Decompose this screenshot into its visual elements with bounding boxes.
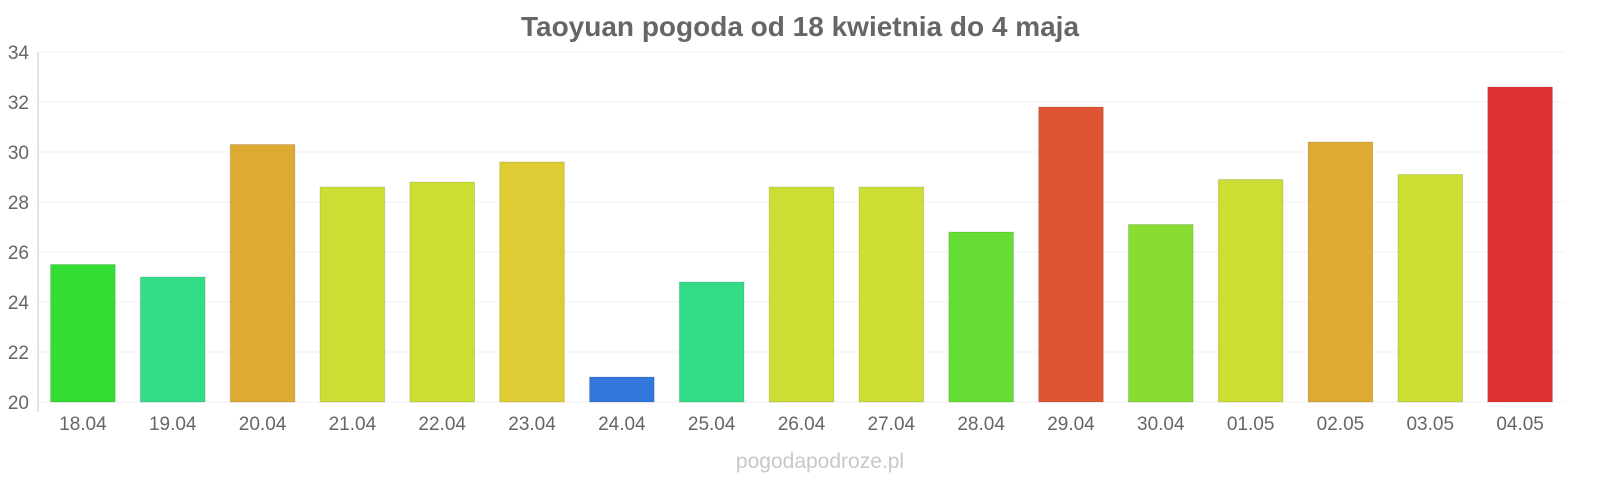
y-tick-label: 24 — [8, 293, 30, 314]
bar — [1127, 224, 1194, 403]
x-tick-label: 21.04 — [329, 414, 377, 435]
bar — [678, 281, 745, 403]
bar — [948, 231, 1014, 403]
bar — [589, 376, 655, 403]
x-tick-label: 23.04 — [508, 414, 556, 435]
x-tick-label: 01.05 — [1227, 414, 1275, 435]
x-tick-label: 25.04 — [688, 414, 736, 435]
y-tick-label: 20 — [8, 393, 29, 414]
y-tick-label: 34 — [8, 43, 30, 64]
x-tick-label: 26.04 — [778, 414, 826, 435]
x-tick-label: 19.04 — [149, 414, 197, 435]
y-tick-label: 26 — [8, 243, 29, 264]
bar — [139, 276, 206, 403]
bar — [1487, 86, 1553, 403]
bar — [858, 186, 925, 403]
y-tick-label: 32 — [8, 93, 29, 114]
bar — [768, 186, 835, 403]
x-tick-label: 24.04 — [598, 414, 646, 435]
x-tick-label: 27.04 — [868, 414, 916, 435]
bar — [319, 186, 386, 403]
x-tick-label: 18.04 — [59, 414, 107, 435]
y-tick-label: 28 — [8, 193, 29, 214]
y-tick-label: 30 — [8, 143, 29, 164]
x-tick-label: 29.04 — [1047, 414, 1095, 435]
bar — [229, 144, 296, 403]
y-tick-label: 22 — [8, 343, 29, 364]
bar — [409, 181, 476, 403]
bars — [50, 86, 1553, 403]
x-tick-label: 20.04 — [239, 414, 287, 435]
chart-title: Taoyuan pogoda od 18 kwietnia do 4 maja — [521, 11, 1079, 42]
x-tick-label: 28.04 — [957, 414, 1005, 435]
bar — [1038, 106, 1104, 403]
x-tick-label: 22.04 — [418, 414, 466, 435]
bar — [50, 264, 116, 403]
x-tick-label: 30.04 — [1137, 414, 1185, 435]
bar — [1217, 179, 1284, 403]
bar — [499, 161, 565, 403]
watermark: pogodapodroze.pl — [736, 450, 904, 473]
bar — [1397, 174, 1464, 403]
x-tick-label: 03.05 — [1406, 414, 1454, 435]
x-axis-ticks: 18.04 19.04 20.04 21.04 22.04 23.04 24.04 25.04… — [59, 414, 1544, 435]
x-tick-label: 02.05 — [1317, 414, 1365, 435]
x-tick-label: 04.05 — [1496, 414, 1544, 435]
bar — [1307, 141, 1374, 403]
y-axis-ticks: 20 22 24 26 28 30 32 34 — [8, 43, 30, 414]
